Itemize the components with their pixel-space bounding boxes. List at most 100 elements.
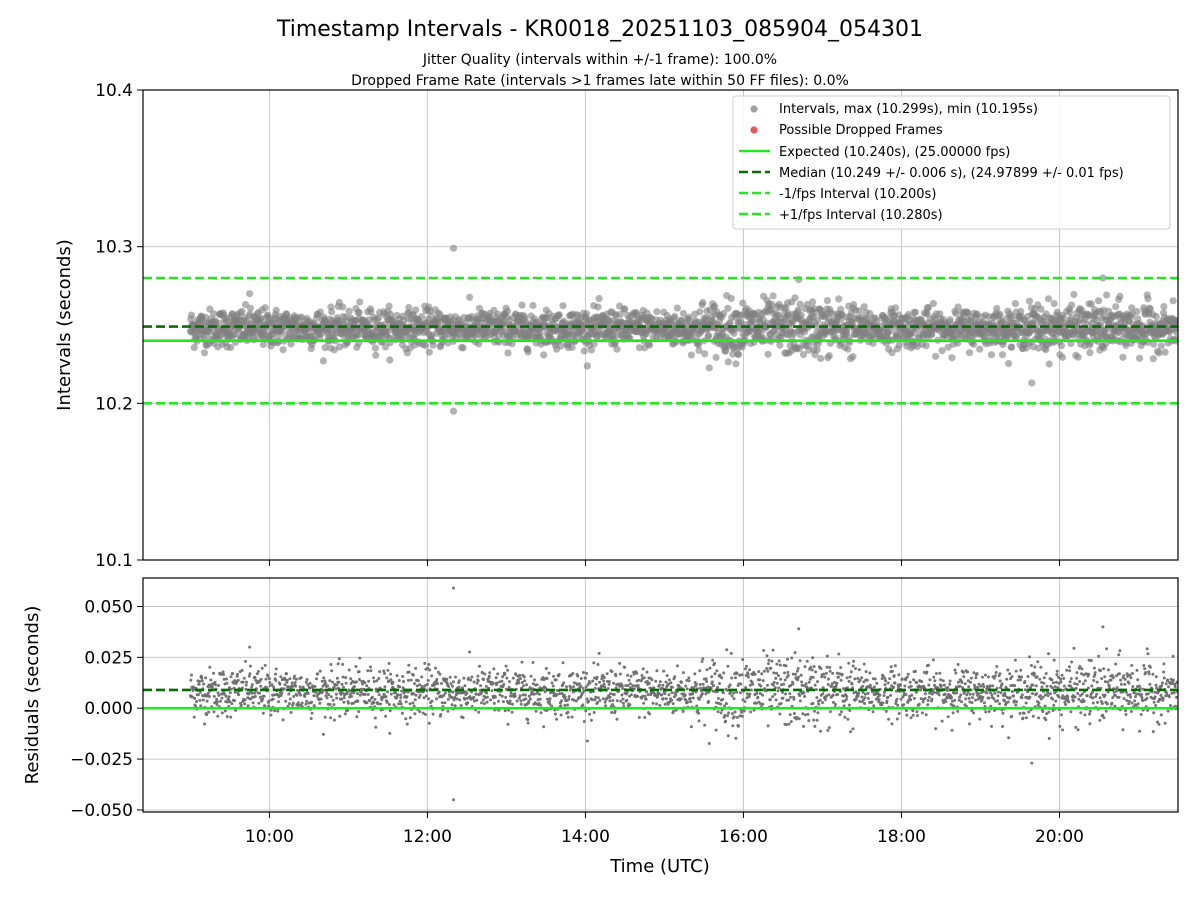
bottom-data-point [520,660,524,664]
bottom-data-point [772,671,776,675]
bottom-data-point [326,684,329,688]
bottom-data-point [782,682,786,686]
bottom-data-point [658,683,661,687]
top-data-point [580,347,588,355]
bottom-data-point [1047,652,1050,656]
bottom-data-point [217,693,221,697]
bottom-data-point [793,651,797,655]
bottom-data-point [538,692,541,696]
bottom-data-point [327,693,331,697]
bottom-data-point [882,694,886,698]
bottom-data-point [407,670,411,674]
bottom-data-point [926,699,930,702]
bottom-data-point [391,680,395,684]
bottom-data-point [508,680,511,684]
bottom-data-point [305,678,309,681]
bottom-data-point [789,695,793,699]
bottom-data-point [660,693,664,697]
bottom-data-point [661,683,665,687]
bottom-data-point [972,671,976,675]
bottom-data-point [524,697,528,701]
bottom-data-point [848,675,852,679]
top-data-point [987,351,996,359]
bottom-data-point [591,679,595,683]
bottom-data-point [408,702,412,706]
bottom-data-point [372,680,376,683]
bottom-data-point [395,674,399,678]
bottom-data-point [902,703,906,707]
bottom-data-point [561,661,565,665]
bottom-data-point [399,696,403,700]
bottom-data-point [1036,660,1040,664]
bottom-data-point [1044,718,1048,722]
bottom-data-point [535,683,539,687]
bottom-data-point [476,679,480,683]
bottom-data-point [798,694,802,698]
top-data-point [555,311,563,319]
bottom-data-point [715,701,718,705]
bottom-data-point [497,699,500,703]
top-data-point [1095,297,1103,305]
bottom-data-point [1056,675,1060,679]
bottom-data-point [502,682,506,686]
bottom-data-point [430,699,434,703]
bottom-data-point [968,700,972,704]
bottom-data-point [606,687,610,690]
top-data-point [210,310,218,318]
bottom-data-point [288,697,292,701]
bottom-data-point [881,674,885,678]
bottom-data-point [427,697,431,701]
top-data-point [888,349,896,357]
bottom-data-point [964,697,968,701]
top-data-point [701,350,709,358]
bottom-data-point [860,676,864,680]
bottom-data-point [828,710,832,714]
top-data-point [687,351,696,359]
bottom-data-point [603,685,607,689]
top-data-point [559,302,567,310]
bottom-data-point [273,709,277,713]
bottom-data-point [1059,677,1063,681]
bottom-data-point [636,684,640,687]
bottom-data-point [813,724,817,728]
bottom-data-point [340,691,344,695]
top-data-point [712,353,720,362]
bottom-data-point [481,671,484,675]
bottom-data-point [821,701,824,705]
bottom-data-point [847,679,851,683]
bottom-data-point [995,665,999,668]
bottom-data-point [527,699,531,703]
bottom-data-point [838,672,842,676]
bottom-data-point [766,669,770,673]
bottom-data-point [484,684,488,688]
bottom-data-point [786,657,789,661]
bottom-data-point [900,677,904,681]
bottom-data-point [552,674,555,678]
top-data-point [817,354,825,363]
bottom-data-point [488,671,492,675]
bottom-data-point [482,678,486,681]
bottom-data-point [563,695,567,699]
bottom-data-point [513,694,517,698]
top-data-point [891,304,900,312]
bottom-data-point [835,671,839,675]
bottom-data-point [602,679,606,683]
bottom-data-point [906,672,910,676]
bottom-data-point [645,670,649,674]
bottom-data-point [745,696,749,700]
bottom-data-point [279,693,283,697]
bottom-data-point [932,690,936,694]
bottom-data-point [425,689,429,693]
bottom-data-point [753,672,757,676]
bottom-data-point [757,670,761,674]
bottom-data-point [267,677,271,681]
bottom-data-point [775,662,779,666]
bottom-data-point [751,682,755,686]
legend-label-expected: Expected (10.240s), (25.00000 fps) [779,145,1010,160]
bottom-data-point [332,703,336,707]
bottom-data-point [257,701,261,705]
bottom-data-point [732,697,736,701]
legend-label-minus-fps: -1/fps Interval (10.200s) [779,187,936,202]
bottom-data-point [795,715,799,719]
top-data-point [594,303,602,311]
